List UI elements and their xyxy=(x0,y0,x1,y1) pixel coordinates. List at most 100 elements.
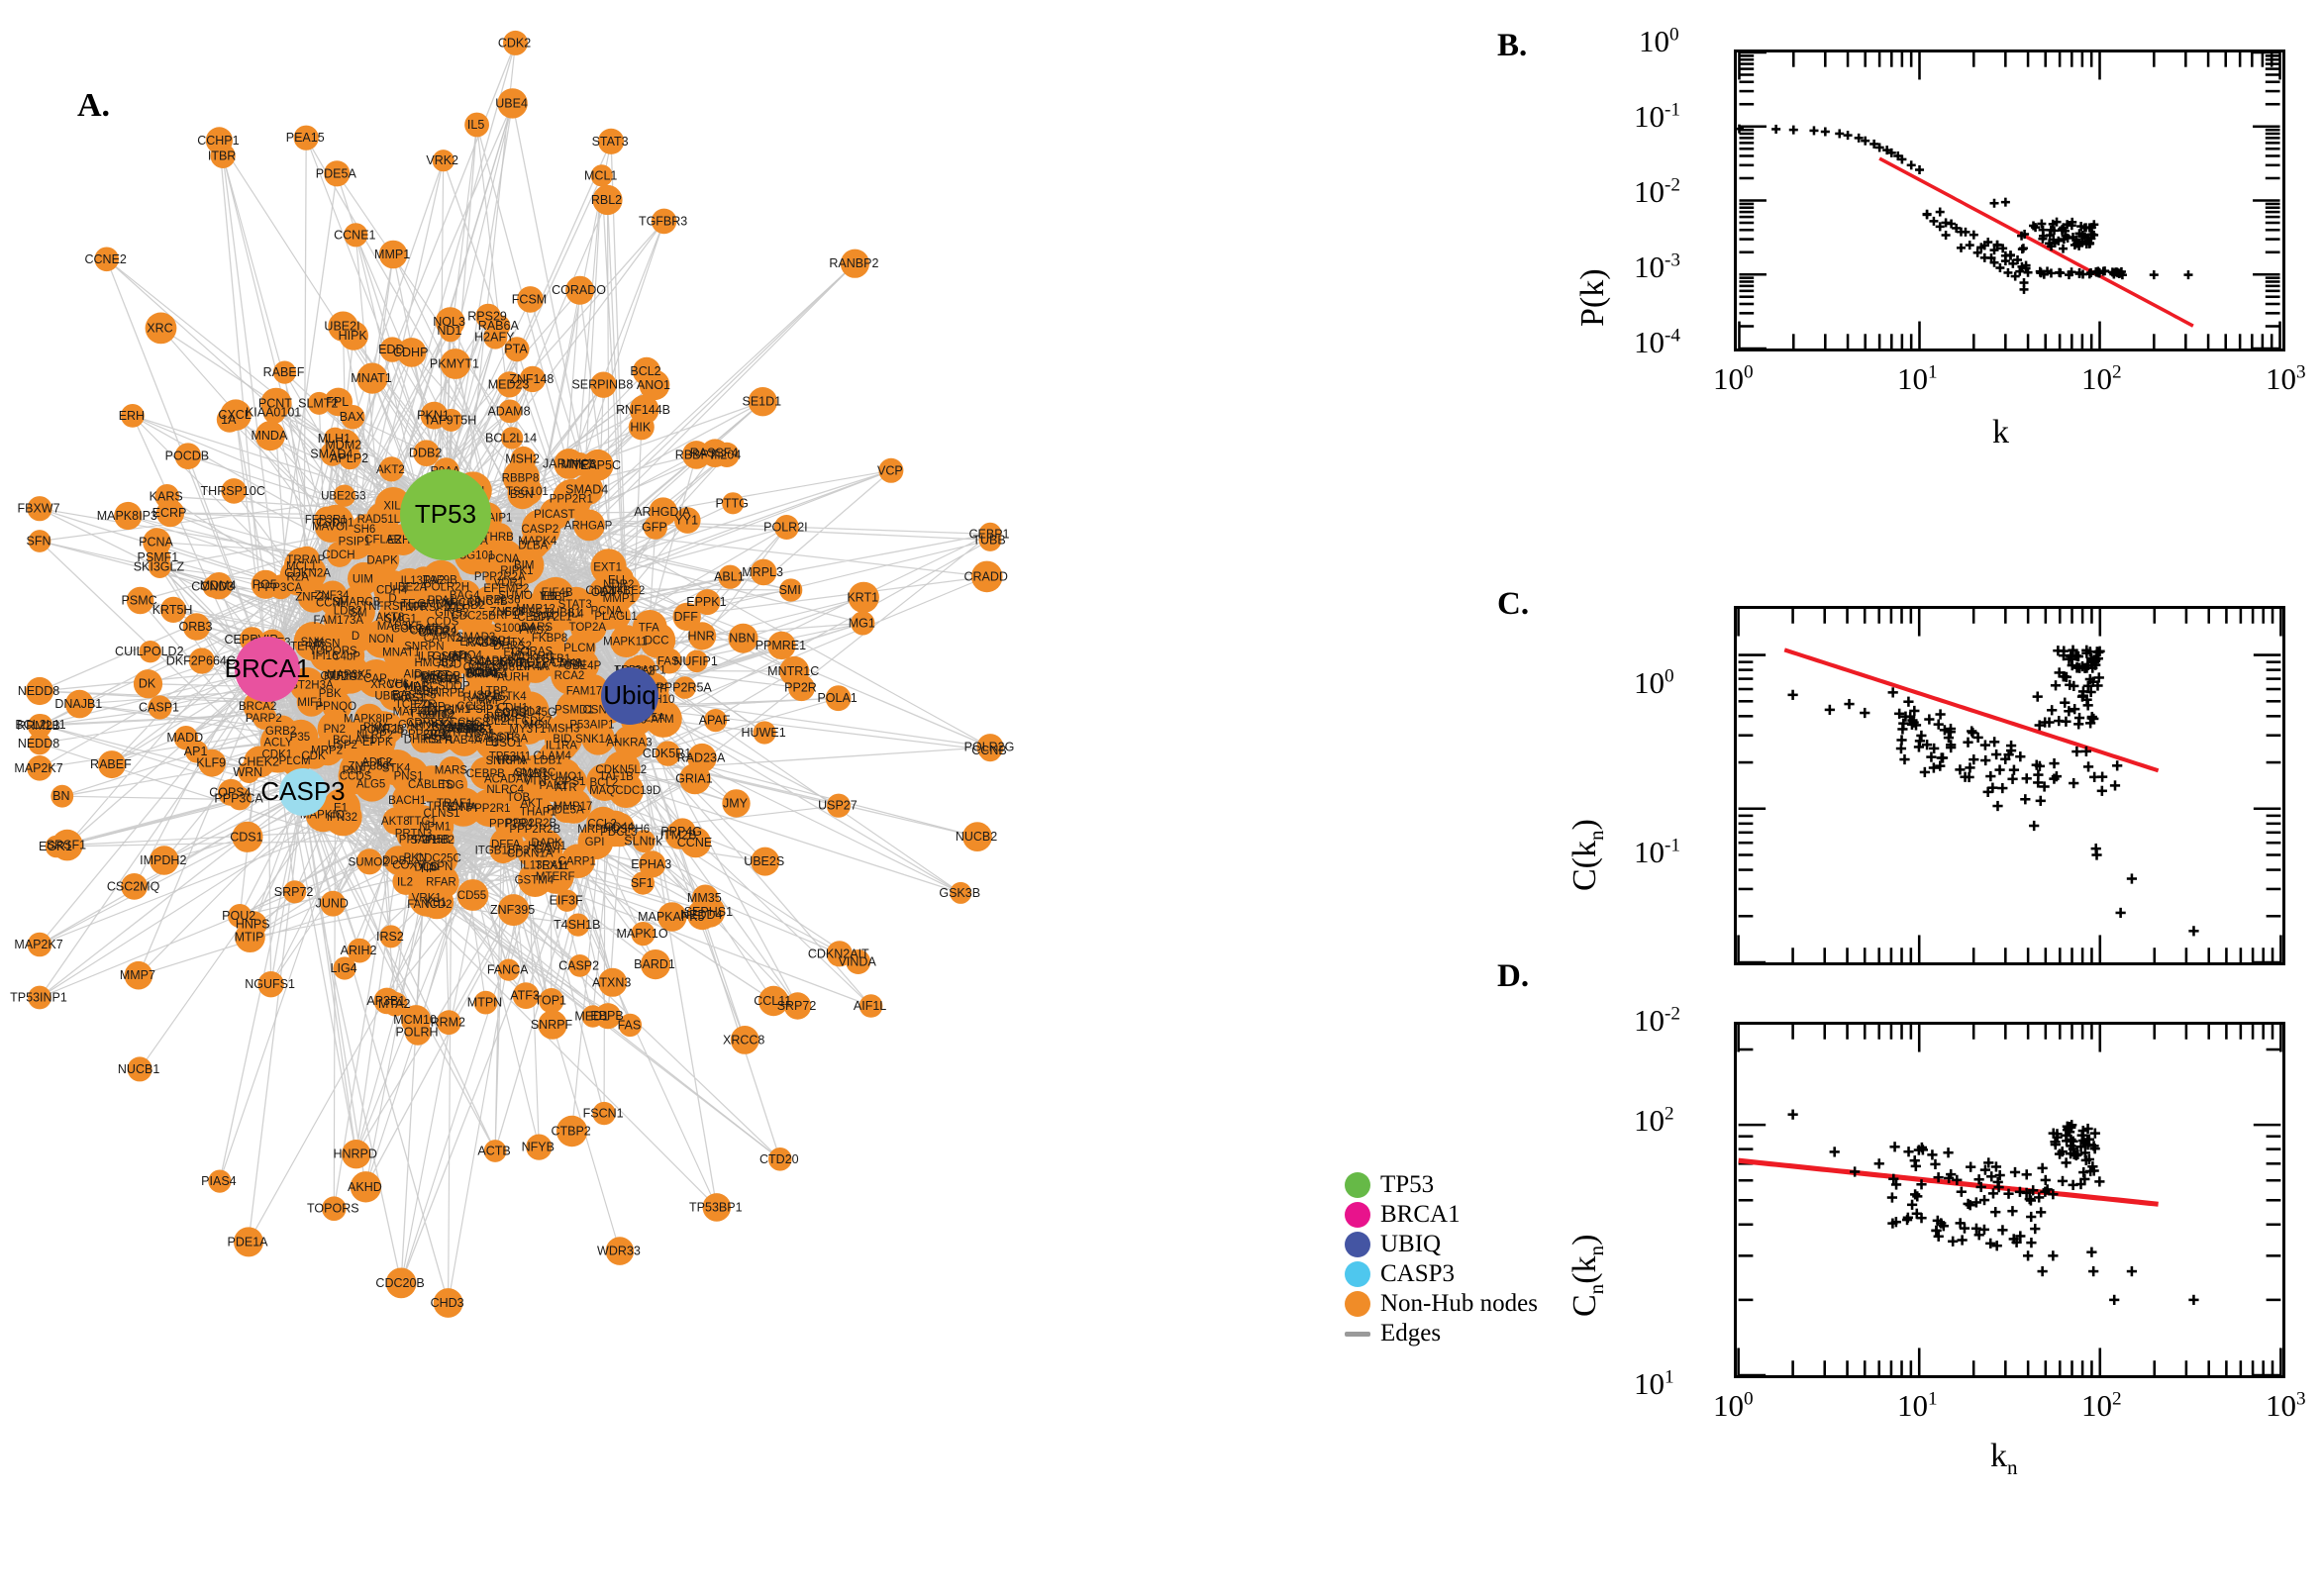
network-node[interactable] xyxy=(546,757,582,794)
network-node[interactable] xyxy=(155,499,185,528)
network-node[interactable] xyxy=(28,530,51,552)
network-node[interactable] xyxy=(592,184,623,216)
network-node[interactable] xyxy=(149,555,171,578)
network-node[interactable] xyxy=(440,349,471,379)
network-node[interactable] xyxy=(464,112,489,138)
network-node[interactable] xyxy=(598,967,628,997)
network-node[interactable] xyxy=(373,987,401,1015)
network-node[interactable] xyxy=(730,1026,759,1054)
network-node[interactable] xyxy=(825,685,852,712)
network-node[interactable] xyxy=(342,1140,371,1169)
network-node[interactable] xyxy=(657,902,687,932)
network-node[interactable] xyxy=(379,925,403,948)
network-node[interactable] xyxy=(339,321,369,350)
network-node[interactable] xyxy=(496,371,523,398)
network-node[interactable] xyxy=(572,473,604,505)
network-node[interactable] xyxy=(425,864,459,899)
network-node[interactable] xyxy=(139,641,161,663)
network-node[interactable] xyxy=(604,816,636,848)
network-node[interactable] xyxy=(688,622,717,650)
network-node[interactable] xyxy=(254,421,285,451)
network-node[interactable] xyxy=(748,387,777,417)
network-node[interactable] xyxy=(378,749,416,786)
network-node[interactable] xyxy=(148,695,172,720)
network-node[interactable] xyxy=(324,160,351,187)
network-node[interactable] xyxy=(488,315,511,338)
network-node[interactable] xyxy=(378,240,408,269)
network-node[interactable] xyxy=(950,881,972,904)
network-node[interactable] xyxy=(150,846,179,875)
network-node[interactable] xyxy=(448,585,487,625)
network-node[interactable] xyxy=(293,125,319,150)
network-node[interactable] xyxy=(651,208,677,235)
network-node[interactable] xyxy=(628,414,655,441)
network-node[interactable] xyxy=(356,362,388,394)
network-node[interactable] xyxy=(631,922,656,947)
network-node[interactable] xyxy=(631,871,655,895)
network-node[interactable] xyxy=(366,544,400,576)
network-node[interactable] xyxy=(702,1193,732,1222)
network-node[interactable] xyxy=(307,391,331,415)
network-node[interactable] xyxy=(94,247,119,272)
network-node[interactable] xyxy=(413,440,440,467)
network-node[interactable] xyxy=(283,880,307,904)
network-node[interactable] xyxy=(594,1003,622,1030)
network-node[interactable] xyxy=(556,1115,588,1147)
network-node[interactable] xyxy=(382,807,411,836)
network-node[interactable] xyxy=(266,715,298,747)
network-node[interactable] xyxy=(173,726,198,750)
network-node[interactable] xyxy=(566,913,590,937)
network-node[interactable] xyxy=(585,763,624,801)
network-node[interactable] xyxy=(728,623,758,653)
network-node[interactable] xyxy=(497,894,530,927)
network-node[interactable] xyxy=(556,889,578,912)
network-node[interactable] xyxy=(350,1171,382,1203)
hub-node-tp53[interactable] xyxy=(400,469,491,560)
network-graph[interactable]: CDC14B THAP1 KIAA0101 MAGOH MCM10 DHRS2 ANKLE2… xyxy=(0,0,1465,1596)
network-node[interactable] xyxy=(779,578,803,602)
network-node[interactable] xyxy=(565,275,595,305)
network-node[interactable] xyxy=(360,724,396,759)
network-node[interactable] xyxy=(433,1288,463,1318)
network-node[interactable] xyxy=(339,751,377,789)
network-node[interactable] xyxy=(700,439,730,468)
network-node[interactable] xyxy=(31,714,52,737)
network-node[interactable] xyxy=(704,709,728,733)
network-node[interactable] xyxy=(453,714,480,743)
network-node[interactable] xyxy=(497,958,520,981)
network-node[interactable] xyxy=(198,748,227,777)
network-node[interactable] xyxy=(649,497,678,527)
network-node[interactable] xyxy=(28,985,51,1010)
network-node[interactable] xyxy=(851,611,875,636)
network-node[interactable] xyxy=(498,399,522,424)
network-node[interactable] xyxy=(722,492,745,515)
network-node[interactable] xyxy=(344,223,368,248)
network-node[interactable] xyxy=(51,829,83,861)
network-node[interactable] xyxy=(422,692,458,729)
network-node[interactable] xyxy=(97,750,126,779)
network-node[interactable] xyxy=(365,502,400,536)
network-node[interactable] xyxy=(554,449,585,479)
network-node[interactable] xyxy=(208,1169,232,1193)
network-node[interactable] xyxy=(674,507,701,534)
network-node[interactable] xyxy=(767,631,796,660)
network-node[interactable] xyxy=(722,789,751,818)
network-node[interactable] xyxy=(347,938,372,963)
network-node[interactable] xyxy=(517,286,544,313)
network-node[interactable] xyxy=(878,457,904,483)
network-node[interactable] xyxy=(590,164,613,187)
network-node[interactable] xyxy=(497,691,530,724)
network-node[interactable] xyxy=(525,648,553,676)
network-node[interactable] xyxy=(970,560,1003,593)
network-node[interactable] xyxy=(685,649,708,673)
network-node[interactable] xyxy=(440,787,471,819)
network-node[interactable] xyxy=(718,564,743,589)
network-node[interactable] xyxy=(500,427,524,449)
network-node[interactable] xyxy=(318,504,354,541)
network-node[interactable] xyxy=(568,954,591,977)
network-node[interactable] xyxy=(121,873,148,900)
network-node[interactable] xyxy=(143,528,171,556)
graph-hub-nodes[interactable]: TP53 BRCA1 Ubiq CASP3 xyxy=(225,469,658,816)
network-node[interactable] xyxy=(976,734,1004,761)
network-node[interactable] xyxy=(50,784,74,808)
